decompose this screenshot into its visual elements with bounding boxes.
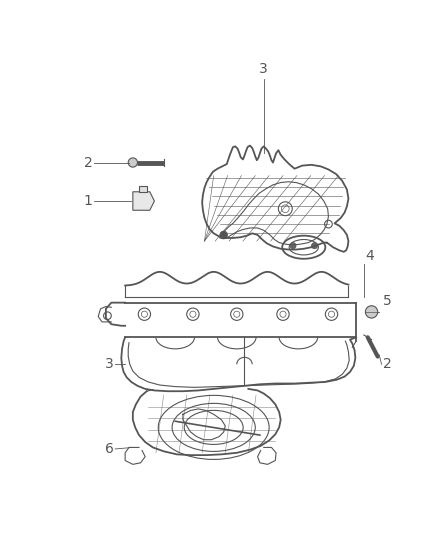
Text: 2: 2 xyxy=(84,156,93,169)
Text: 2: 2 xyxy=(383,357,392,372)
Circle shape xyxy=(220,231,228,239)
Polygon shape xyxy=(133,192,155,210)
Circle shape xyxy=(311,243,318,249)
Text: 1: 1 xyxy=(84,194,93,208)
Circle shape xyxy=(128,158,138,167)
Circle shape xyxy=(365,306,378,318)
Circle shape xyxy=(290,243,296,249)
Text: 5: 5 xyxy=(383,294,392,308)
Text: 6: 6 xyxy=(105,442,113,456)
Text: 4: 4 xyxy=(365,248,374,263)
Polygon shape xyxy=(139,185,147,192)
Text: 3: 3 xyxy=(105,357,113,372)
Text: 3: 3 xyxy=(259,61,268,76)
